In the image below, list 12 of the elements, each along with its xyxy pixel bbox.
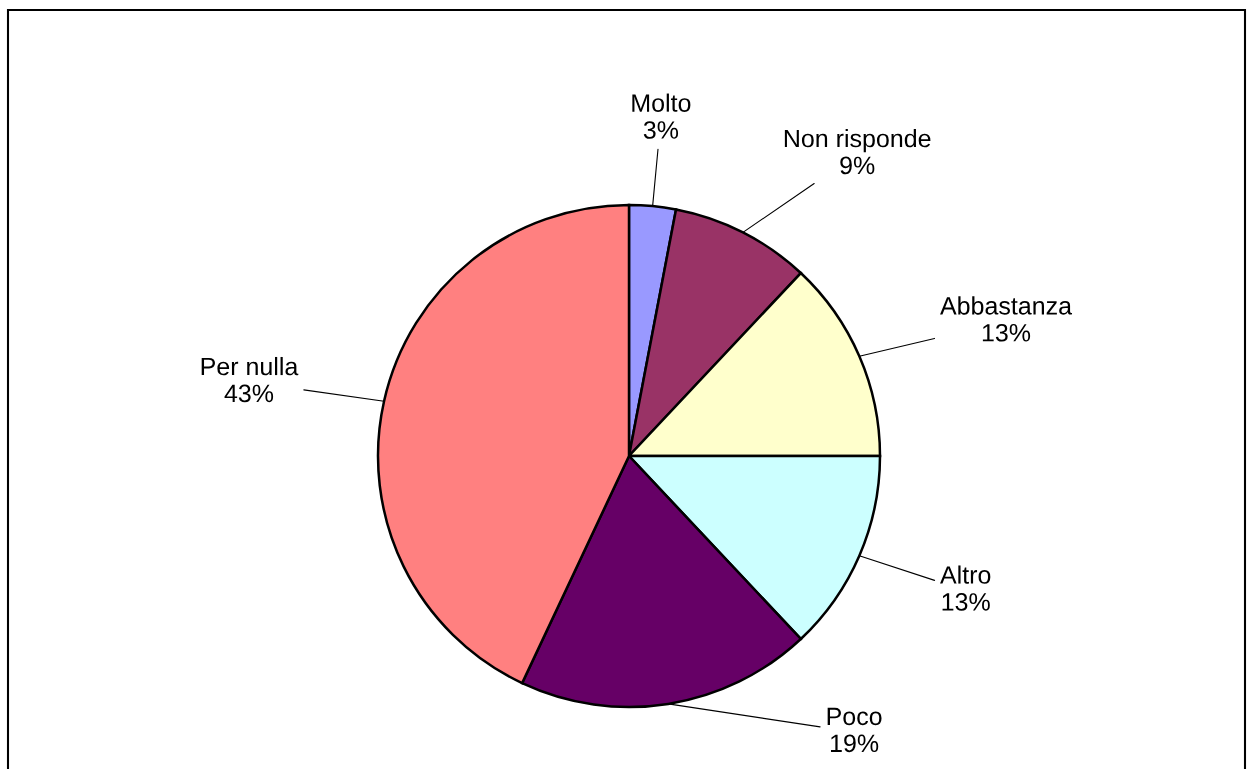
slice-label: Molto: [632, 93, 691, 112]
slice-label: Per nulla: [201, 356, 299, 376]
data-label: 9%: [840, 156, 875, 175]
data-label: 19%: [830, 734, 879, 753]
data-label: 13%: [942, 593, 990, 611]
data-label: 3%: [643, 121, 679, 139]
slice-label: Altro: [940, 565, 991, 584]
slice-label: Poco: [827, 707, 882, 726]
slice-label: Non risponde: [784, 128, 931, 153]
slice-label: Abbastanza: [940, 296, 1073, 315]
data-label: 43%: [224, 384, 274, 403]
data-label: 13%: [982, 323, 1031, 342]
